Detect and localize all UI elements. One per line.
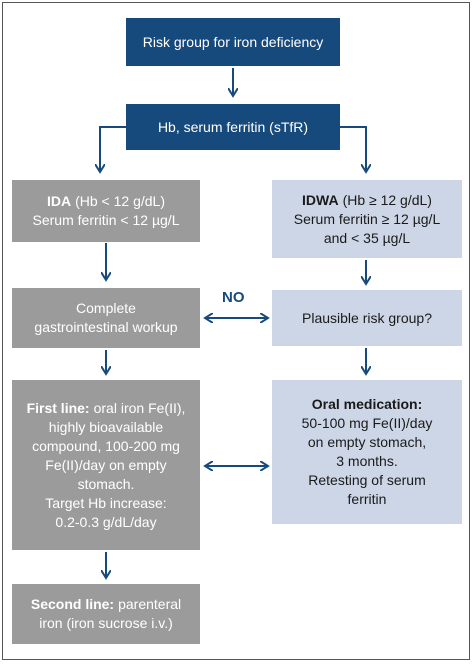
text-line: Fe(II)/day on empty	[45, 456, 167, 473]
text-line: gastrointestinal workup	[34, 319, 178, 335]
text-line: 0.2-0.3 g/dL/day	[55, 513, 157, 530]
text-line: First line: oral iron Fe(II),	[27, 399, 186, 418]
frame	[2, 2, 470, 660]
edge-label: NO	[222, 289, 245, 306]
arrow	[100, 126, 126, 172]
text-line: 50-100 mg Fe(II)/day	[301, 415, 433, 431]
text-line: Plausible risk group?	[302, 309, 432, 326]
text-line: compound, 100-200 mg	[32, 437, 180, 454]
text-line: Second line: parenteral	[31, 595, 181, 614]
flow-box: IDWA (Hb ≥ 12 g/dL) Serum ferritin ≥ 12 µg…	[272, 180, 462, 258]
flow-box: Complete gastrointestinal workup	[12, 288, 200, 348]
bold-label: Second line:	[30, 596, 115, 612]
text-line: highly bioavailable	[48, 418, 164, 435]
text-line: Target Hb increase:	[45, 494, 167, 511]
text-line: ferritin	[347, 491, 387, 507]
flow-box: First line: oral iron Fe(II), highly bioav…	[12, 380, 200, 550]
bold-label: Oral medication:	[311, 396, 423, 412]
bold-label: First line:	[26, 399, 90, 416]
flow-box: IDA (Hb < 12 g/dL) Serum ferritin < 12 µg/…	[12, 180, 200, 242]
flow-box: Plausible risk group?	[272, 290, 462, 346]
arrow	[340, 126, 366, 172]
text-line: iron (iron sucrose i.v.)	[39, 615, 173, 631]
text-line: Serum ferritin < 12 µg/L	[32, 212, 180, 228]
flow-box: Oral medication: 50-100 mg Fe(II)/day on e…	[272, 380, 462, 524]
text: (Hb < 12 g/dL)	[75, 193, 165, 209]
text-line: on empty stomach,	[307, 434, 427, 450]
text-line: IDWA (Hb ≥ 12 g/dL)	[302, 191, 432, 210]
text-line: Hb, serum ferritin (sTfR)	[157, 118, 309, 135]
text-line: and < 35 µg/L	[323, 229, 411, 246]
flow-box: Second line: parenteral iron (iron sucrose…	[12, 584, 200, 644]
text-line: 3 months.	[336, 453, 398, 469]
text: oral iron Fe(II),	[93, 399, 186, 416]
bold-label: IDA	[46, 193, 72, 209]
text-line: Risk group for iron deficiency	[142, 33, 324, 50]
text-line: IDA (Hb < 12 g/dL)	[47, 192, 165, 211]
text-line: stomach.	[77, 475, 135, 492]
text: parenteral	[118, 596, 182, 612]
text-line: Serum ferritin ≥ 12 µg/L	[293, 210, 441, 227]
flow-box: Risk group for iron deficiency	[126, 18, 340, 66]
text-line: Retesting of serum	[308, 472, 426, 488]
bold-label: IDWA	[302, 191, 339, 208]
flow-box: Hb, serum ferritin (sTfR)	[126, 104, 340, 150]
text-line: Complete	[76, 300, 136, 316]
text: (Hb ≥ 12 g/dL)	[342, 191, 432, 208]
text-line: Oral medication:	[312, 395, 422, 414]
